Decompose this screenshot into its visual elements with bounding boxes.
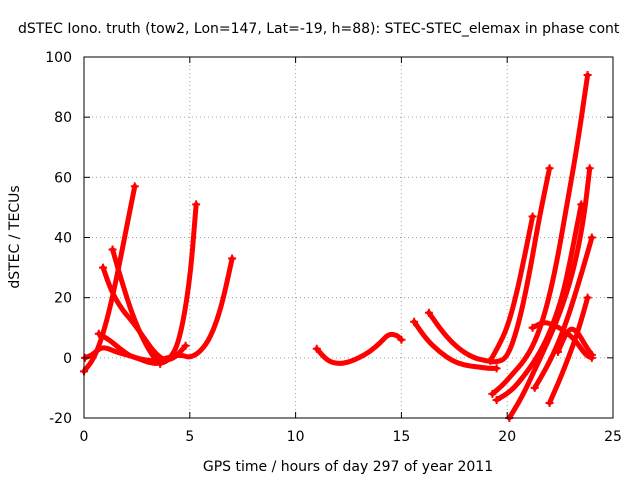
y-tick-label: 80 [54,110,72,126]
data-arc [530,320,595,361]
data-point-marker [583,71,592,80]
data-point-marker [94,329,103,338]
data-point-marker [492,395,501,404]
data-point-marker [587,350,596,359]
y-tick-label: 60 [54,170,72,186]
data-point-marker [486,356,495,365]
y-axis-label: dSTEC / TECUs [7,185,23,288]
data-arc [426,165,553,365]
data-point-marker [488,389,497,398]
data-point-marker [192,200,201,209]
x-tick-label: 15 [392,429,410,445]
chart-title: dSTEC Iono. truth (tow2, Lon=147, Lat=-1… [18,21,620,37]
data-point-marker [545,398,554,407]
data-point-marker [528,323,537,332]
x-tick-label: 0 [80,429,89,445]
data-point-marker [99,263,108,272]
y-tick-label: -20 [49,411,72,427]
x-axis-label: GPS time / hours of day 297 of year 2011 [203,459,493,475]
data-point-marker [312,344,321,353]
data-arcs [80,71,596,422]
y-tick-label: 0 [63,351,72,367]
data-point-marker [583,293,592,302]
data-point-marker [424,308,433,317]
data-point-marker [545,164,554,173]
data-point-marker [130,182,139,191]
data-point-marker [553,347,562,356]
data-point-marker [410,317,419,326]
data-point-marker [108,245,117,254]
data-point-marker [228,254,237,263]
data-arc [314,331,404,366]
axis-ticks: 0 5 10 15 20 25 -20 0 20 40 60 80 100 [45,50,622,445]
x-tick-label: 20 [498,429,516,445]
y-tick-label: 40 [54,231,72,247]
data-arc [489,72,591,397]
y-tick-label: 100 [45,50,72,66]
data-point-marker [492,364,501,373]
data-arc [555,326,595,358]
data-arc [532,235,595,391]
data-point-marker [181,341,190,350]
data-arc [547,295,591,406]
data-point-marker [585,164,594,173]
data-point-marker [528,212,537,221]
data-point-marker [587,233,596,242]
x-tick-label: 5 [185,429,194,445]
data-arc [487,213,536,364]
data-point-marker [397,335,406,344]
x-tick-label: 10 [287,429,305,445]
data-point-marker [530,383,539,392]
x-tick-label: 25 [604,429,622,445]
data-arc [110,247,163,367]
data-arc [411,319,500,371]
data-point-marker [156,359,165,368]
y-tick-label: 20 [54,291,72,307]
